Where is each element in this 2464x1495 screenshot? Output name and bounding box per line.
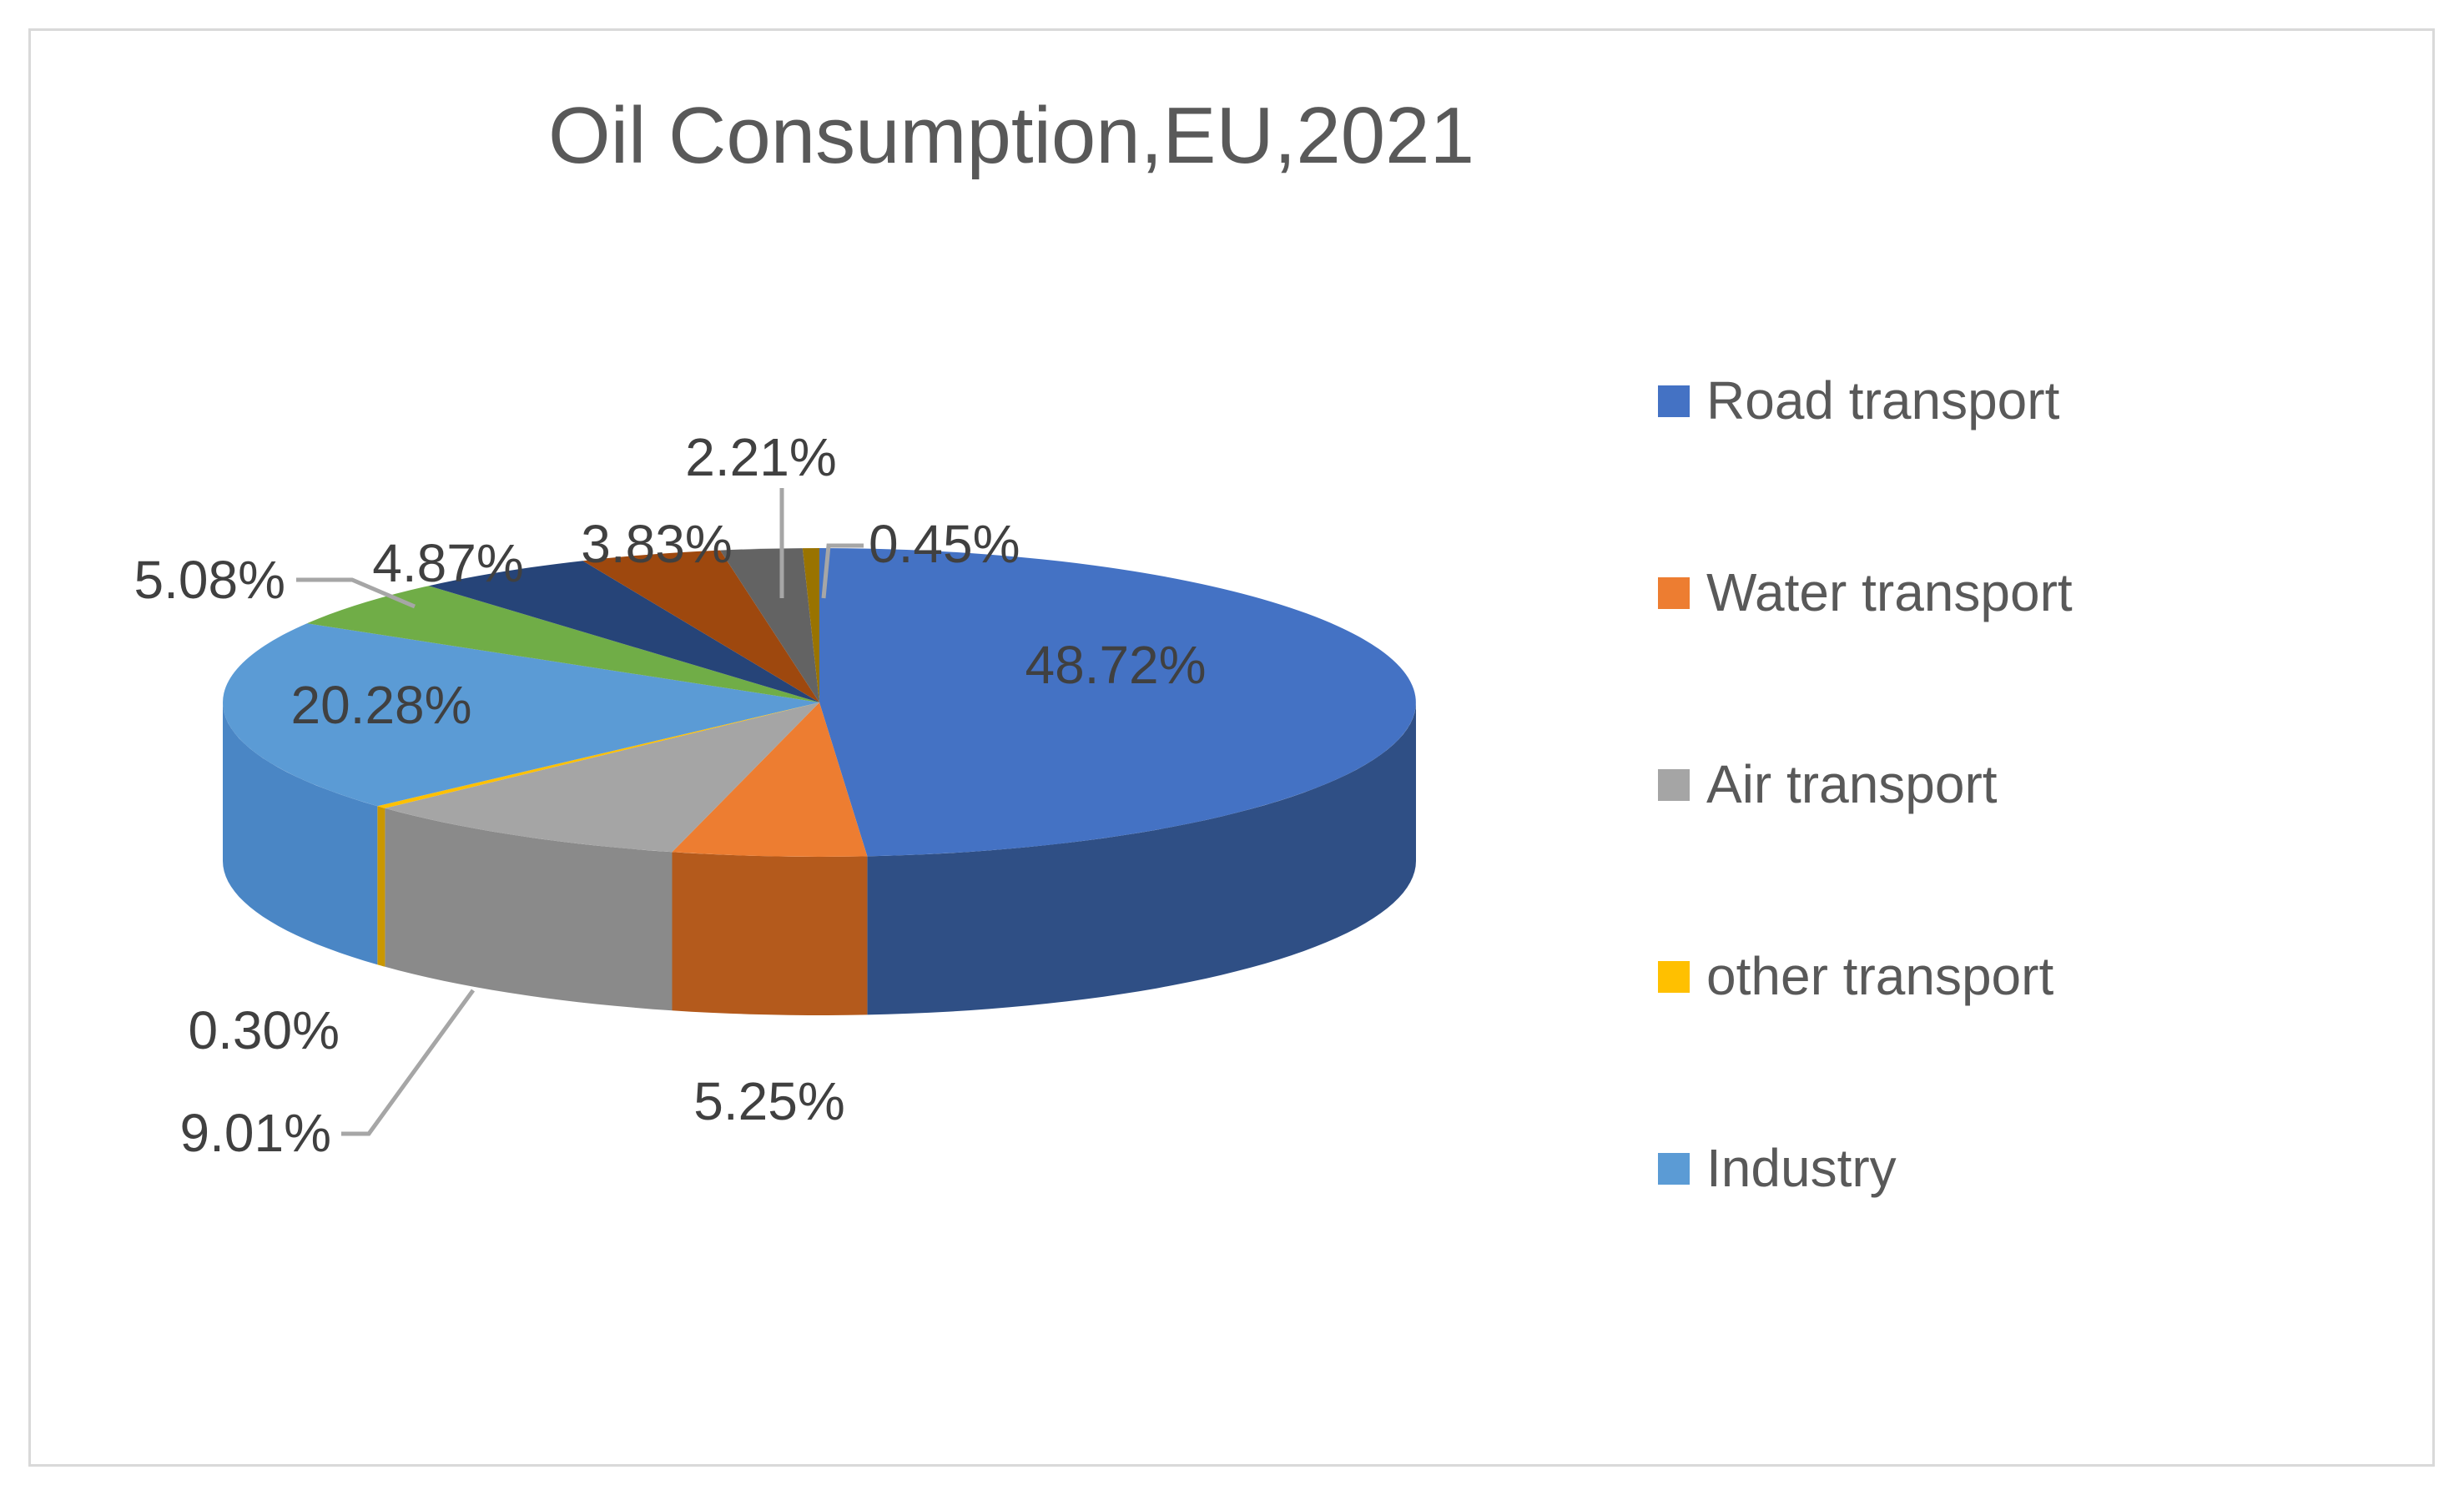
data-label-5: 5.08%	[134, 550, 285, 610]
legend-label-4: Industry	[1706, 1138, 1897, 1198]
pie-slice-9	[802, 548, 819, 702]
pie-side-4	[223, 702, 378, 965]
leader-line-2	[341, 989, 476, 1136]
pie-slice-3	[377, 702, 819, 808]
data-label-8: 2.21%	[685, 427, 836, 487]
pie-side-2	[385, 808, 673, 1011]
pie-slice-8	[720, 548, 819, 702]
pie-slice-4	[223, 623, 819, 807]
leader-lines	[296, 488, 864, 1136]
pie-side-1	[672, 852, 868, 1015]
legend-label-3: other transport	[1706, 946, 2053, 1006]
chart-title: Oil Consumption,EU,2021	[548, 91, 1474, 180]
data-label-0: 48.72%	[1025, 635, 1206, 695]
pie-slice-0	[819, 548, 1416, 857]
data-label-1: 5.25%	[693, 1071, 844, 1131]
legend-swatch-4	[1658, 1153, 1690, 1185]
leader-line-9	[821, 543, 864, 599]
legend-swatch-1	[1658, 577, 1690, 609]
pie-side-3	[377, 806, 385, 967]
legend-label-1: Water transport	[1706, 562, 2073, 622]
pie-slice-5	[306, 586, 819, 702]
pie-slice-7	[582, 550, 819, 702]
pie-side-0	[867, 702, 1416, 1015]
data-label-6: 4.87%	[372, 533, 523, 593]
data-label-7: 3.83%	[581, 514, 732, 574]
pie-slice-2	[385, 702, 819, 853]
legend: Road transport Water transport Air transpo…	[1658, 370, 2073, 1198]
data-label-9: 0.45%	[869, 514, 1020, 574]
legend-swatch-0	[1658, 385, 1690, 417]
pie-slice-6	[428, 561, 819, 702]
data-label-4: 20.28%	[290, 675, 471, 735]
legend-label-2: Air transport	[1706, 754, 1998, 814]
legend-swatch-3	[1658, 961, 1690, 993]
leader-line-5	[296, 577, 416, 609]
pie-chart: Oil Consumption,EU,2021 48.72% 5.25% 9.01%…	[134, 91, 2073, 1198]
legend-swatch-2	[1658, 769, 1690, 801]
pie-top	[223, 548, 1416, 858]
pie-sides	[223, 702, 1416, 1015]
pie-slice-1	[672, 702, 868, 858]
chart-frame: Oil Consumption,EU,2021 48.72% 5.25% 9.01%…	[28, 28, 2435, 1467]
data-label-2: 9.01%	[180, 1103, 331, 1163]
data-label-3: 0.30%	[189, 1000, 340, 1060]
legend-label-0: Road transport	[1706, 370, 2060, 430]
data-labels: 48.72% 5.25% 9.01% 0.30% 20.28% 5.08% 4.87% 3.8…	[134, 427, 1207, 1163]
